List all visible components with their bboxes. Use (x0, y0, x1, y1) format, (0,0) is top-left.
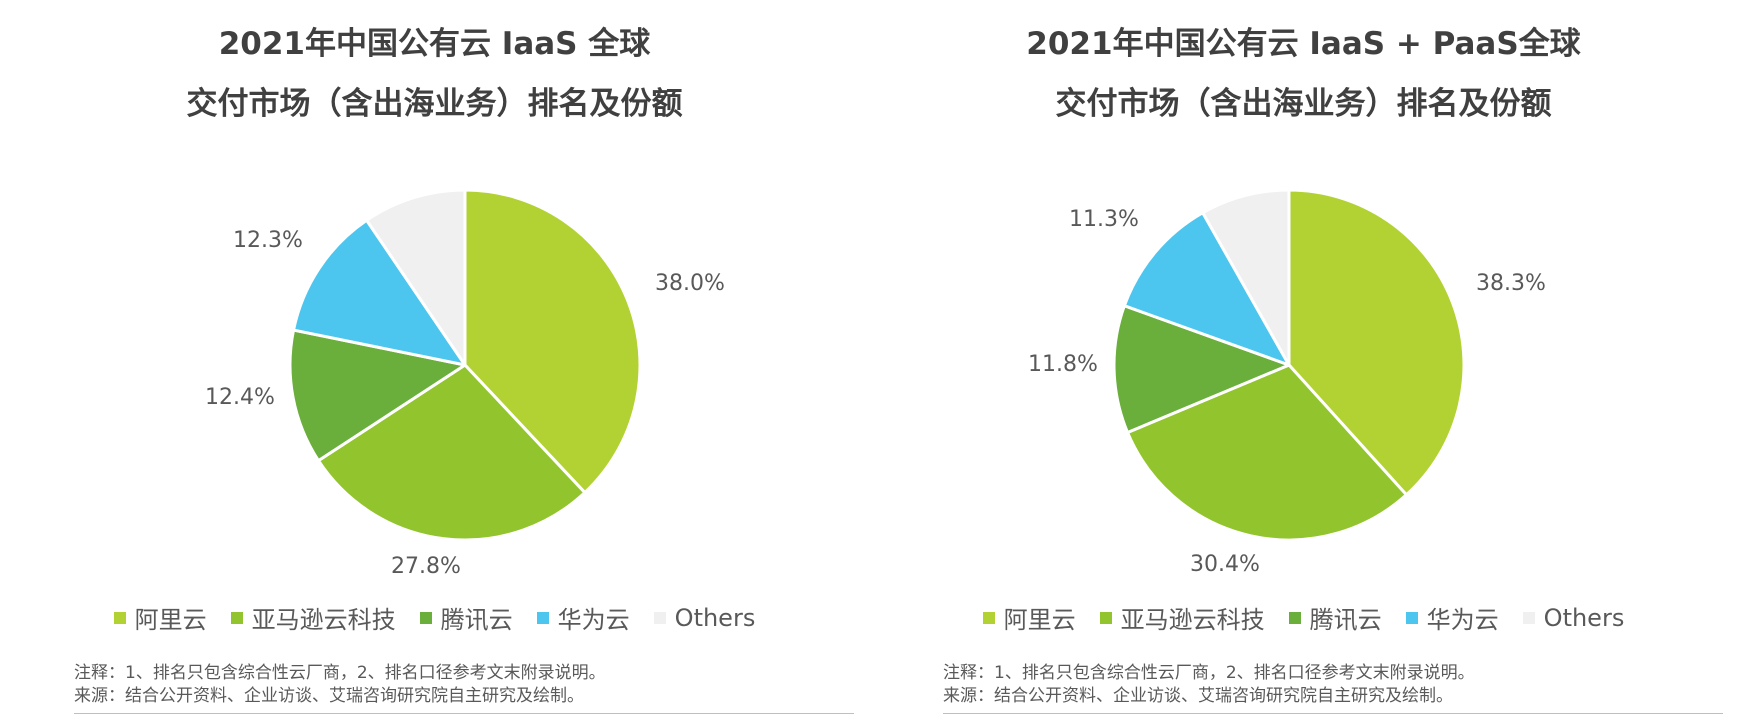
data-label: 38.3% (1476, 271, 1546, 296)
data-label: 27.8% (391, 554, 461, 579)
legend-item-amazon: 亚马逊云科技 (230, 600, 396, 635)
legend-swatch (536, 611, 549, 624)
legend-swatch (230, 611, 243, 624)
legend-label: Others (674, 603, 756, 632)
notes: 注释：1、排名只包含综合性云厂商，2、排名口径参考文末附录说明。 来源：结合公开… (74, 662, 606, 708)
note-text: 注释：1、排名只包含综合性云厂商，2、排名口径参考文末附录说明。 (943, 663, 1475, 683)
note-text: 注释：1、排名只包含综合性云厂商，2、排名口径参考文末附录说明。 (74, 663, 606, 683)
legend-item-huawei: 华为云 (1405, 600, 1499, 635)
data-label: 12.4% (205, 385, 275, 410)
legend-label: Others (1543, 603, 1625, 632)
slice-amazon (1126, 363, 1408, 542)
pie-chart-iaas-paas: 38.3% 30.4% 11.8% 11.3% (1028, 188, 1546, 577)
legend-swatch (653, 611, 666, 624)
legend-label: 阿里云 (134, 606, 207, 634)
slice-huawei (1122, 211, 1291, 367)
divider (74, 713, 854, 714)
legend-item-huawei: 华为云 (536, 600, 630, 635)
legend-label: 阿里云 (1003, 606, 1076, 634)
chart-title-line1: 2021年中国公有云 IaaS 全球 (218, 26, 651, 62)
source-text: 来源：结合公开资料、企业访谈、艾瑞咨询研究院自主研究及绘制。 (74, 686, 584, 706)
chart-title-line1: 2021年中国公有云 IaaS + PaaS全球 (1026, 26, 1581, 62)
data-label: 12.3% (233, 228, 303, 253)
chart-title-line2: 交付市场（含出海业务）排名及份额 (1055, 86, 1552, 122)
legend-item-tencent: 腾讯云 (1288, 600, 1382, 635)
legend-swatch (982, 611, 995, 624)
data-label: 30.4% (1190, 552, 1260, 577)
legend-label: 腾讯云 (440, 606, 513, 634)
divider (943, 713, 1723, 714)
legend-item-tencent: 腾讯云 (419, 600, 513, 635)
slice-others (365, 188, 467, 367)
notes: 注释：1、排名只包含综合性云厂商，2、排名口径参考文末附录说明。 来源：结合公开… (943, 662, 1475, 708)
chart-panel-iaas: 2021年中国公有云 IaaS 全球 交付市场（含出海业务）排名及份额 38.0… (0, 0, 869, 718)
slice-tencent (1112, 304, 1291, 434)
legend-label: 华为云 (1426, 606, 1499, 634)
legend-item-alibaba: 阿里云 (982, 600, 1076, 635)
chart-title-line2: 交付市场（含出海业务）排名及份额 (186, 86, 683, 122)
slice-alibaba (463, 188, 642, 495)
legend-label: 亚马逊云科技 (251, 606, 396, 634)
legend: 阿里云 亚马逊云科技 腾讯云 华为云 Others (0, 600, 869, 635)
source-text: 来源：结合公开资料、企业访谈、艾瑞咨询研究院自主研究及绘制。 (943, 686, 1453, 706)
legend-swatch (1099, 611, 1112, 624)
legend-item-amazon: 亚马逊云科技 (1099, 600, 1265, 635)
legend-swatch (419, 611, 432, 624)
slice-amazon (316, 363, 587, 542)
slice-tencent (288, 328, 467, 463)
legend-label: 华为云 (557, 606, 630, 634)
legend: 阿里云 亚马逊云科技 腾讯云 华为云 Others (869, 600, 1738, 635)
legend-item-others: Others (1522, 600, 1625, 635)
legend-swatch (113, 611, 126, 624)
legend-item-others: Others (653, 600, 756, 635)
legend-swatch (1405, 611, 1418, 624)
slice-huawei (292, 218, 467, 367)
legend-swatch (1288, 611, 1301, 624)
legend-label: 腾讯云 (1309, 606, 1382, 634)
pie-chart-iaas: 38.0% 27.8% 12.4% 12.3% (205, 188, 725, 579)
slice-alibaba (1287, 188, 1466, 497)
data-label: 11.3% (1069, 207, 1139, 232)
legend-item-alibaba: 阿里云 (113, 600, 207, 635)
legend-label: 亚马逊云科技 (1120, 606, 1265, 634)
data-label: 38.0% (655, 271, 725, 296)
data-label: 11.8% (1028, 352, 1098, 377)
legend-swatch (1522, 611, 1535, 624)
slice-others (1201, 188, 1291, 367)
chart-panel-iaas-paas: 2021年中国公有云 IaaS + PaaS全球 交付市场（含出海业务）排名及份… (869, 0, 1738, 718)
